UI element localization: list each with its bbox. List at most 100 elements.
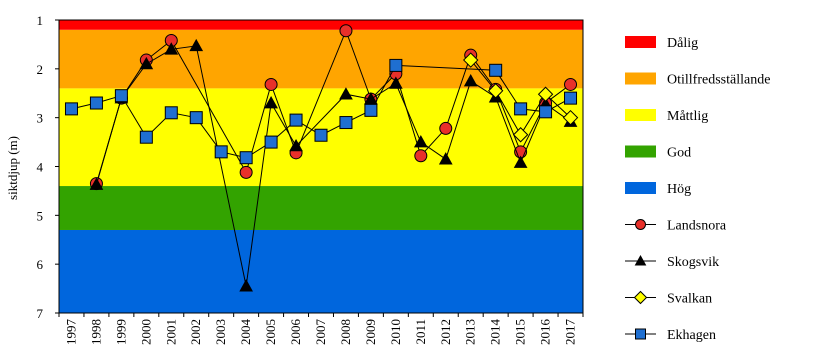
x-tick-label: 2007 — [313, 319, 328, 346]
legend-label: Dålig — [667, 36, 698, 51]
legend-label: Svalkan — [667, 292, 712, 307]
x-tick-label: 2011 — [413, 319, 428, 345]
legend-marker-svalkan — [633, 290, 648, 305]
x-tick-label: 1997 — [63, 319, 78, 346]
legend-label: Skogsvik — [667, 255, 719, 270]
data-point-ekhagen — [314, 128, 328, 142]
data-point-ekhagen — [514, 102, 528, 116]
legend-label: Ekhagen — [667, 328, 716, 343]
y-tick-label: 1 — [37, 13, 44, 28]
data-point-svalkan — [512, 127, 529, 143]
x-tick-label: 2008 — [338, 319, 353, 345]
data-point-landsnora — [239, 165, 253, 179]
x-tick-label: 2004 — [238, 319, 253, 346]
legend-marker-ekhagen — [635, 328, 646, 340]
data-point-landsnora — [339, 24, 353, 38]
data-point-landsnora — [414, 149, 428, 163]
x-tick-label: 1998 — [88, 319, 103, 345]
data-point-skogsvik — [189, 38, 204, 52]
data-point-ekhagen — [539, 105, 553, 119]
x-tick-label: 2001 — [163, 319, 178, 345]
x-tick-label: 2014 — [488, 319, 503, 346]
data-point-svalkan — [487, 83, 504, 99]
data-point-skogsvik — [339, 87, 353, 100]
series-ekhagen — [64, 58, 578, 165]
legend-swatch-0 — [625, 36, 656, 48]
data-point-ekhagen — [264, 135, 278, 149]
legend-label: God — [667, 146, 691, 161]
data-point-skogsvik — [513, 155, 528, 168]
legend-label: Måttlig — [667, 109, 708, 124]
y-axis: 1 2 3 4 5 6 7 — [37, 13, 59, 321]
band-3 — [59, 29, 583, 89]
x-tick-label: 2000 — [138, 319, 153, 345]
data-point-skogsvik — [264, 95, 278, 109]
y-tick-label: 6 — [37, 257, 44, 272]
legend-swatch-1 — [625, 72, 656, 85]
x-tick-label: 2015 — [513, 319, 528, 345]
data-point-svalkan — [562, 109, 579, 126]
data-point-svalkan — [537, 86, 554, 102]
data-point-ekhagen — [239, 151, 253, 165]
data-point-skogsvik — [463, 74, 478, 87]
legend-swatch-4 — [625, 182, 656, 194]
x-tick-label: 2013 — [463, 319, 478, 345]
data-point-skogsvik — [413, 135, 428, 148]
quality-bands — [59, 20, 583, 313]
data-point-landsnora — [564, 77, 578, 91]
data-point-skogsvik — [289, 138, 303, 152]
legend: Dålig Otillfredsställande Måttlig God Hög Lan… — [625, 36, 770, 343]
x-axis: 1997 1998 1999 2000 2001 2002 2003 2004 2005 2006… — [58, 313, 584, 346]
x-tick-label: 2017 — [563, 319, 578, 346]
x-tick-label: 2010 — [388, 319, 403, 345]
band-4 — [59, 20, 583, 30]
data-point-ekhagen — [489, 63, 503, 77]
x-tick-label: 1999 — [113, 319, 128, 345]
legend-swatch-2 — [625, 109, 656, 121]
data-point-landsnora — [264, 77, 278, 91]
legend-label: Hög — [667, 182, 691, 197]
x-tick-label: 2005 — [263, 319, 278, 345]
data-point-ekhagen — [64, 102, 78, 116]
data-point-ekhagen — [364, 103, 378, 117]
data-point-ekhagen — [164, 106, 178, 120]
data-point-skogsvik — [239, 279, 253, 292]
data-point-ekhagen — [89, 96, 103, 110]
data-point-skogsvik — [389, 76, 403, 89]
x-tick-label: 2006 — [288, 319, 303, 346]
legend-label: Landsnora — [667, 219, 727, 234]
series-svalkan — [463, 52, 579, 143]
data-point-skogsvik — [89, 177, 104, 190]
y-tick-label: 2 — [37, 62, 44, 77]
legend-label: Otillfredsställande — [667, 73, 770, 88]
y-tick-label: 4 — [37, 160, 44, 175]
data-point-svalkan — [463, 52, 479, 68]
data-point-ekhagen — [289, 113, 303, 127]
y-tick-label: 3 — [37, 111, 44, 126]
legend-swatch-3 — [625, 145, 656, 158]
x-tick-label: 2012 — [438, 319, 453, 345]
data-point-ekhagen — [139, 130, 153, 144]
legend-marker-skogsvik — [634, 254, 647, 266]
series-layer — [64, 24, 579, 292]
x-tick-label: 2002 — [188, 319, 203, 345]
x-tick-label: 2016 — [538, 319, 553, 346]
data-point-ekhagen — [214, 145, 228, 159]
y-tick-label: 7 — [37, 306, 44, 321]
data-point-landsnora — [439, 121, 453, 135]
y-axis-label: siktdjup (m) — [5, 136, 20, 200]
data-point-ekhagen — [564, 91, 578, 105]
data-point-skogsvik — [438, 152, 453, 165]
data-point-ekhagen — [189, 111, 203, 125]
x-tick-label: 2009 — [363, 319, 378, 345]
y-tick-label: 5 — [37, 208, 44, 223]
x-tick-label: 2003 — [213, 319, 228, 345]
legend-marker-landsnora — [635, 219, 646, 230]
data-point-ekhagen — [114, 89, 128, 103]
data-point-ekhagen — [339, 116, 353, 130]
data-point-skogsvik — [139, 56, 154, 70]
band-1 — [59, 186, 583, 230]
data-point-skogsvik — [164, 42, 179, 55]
data-point-ekhagen — [389, 58, 403, 72]
